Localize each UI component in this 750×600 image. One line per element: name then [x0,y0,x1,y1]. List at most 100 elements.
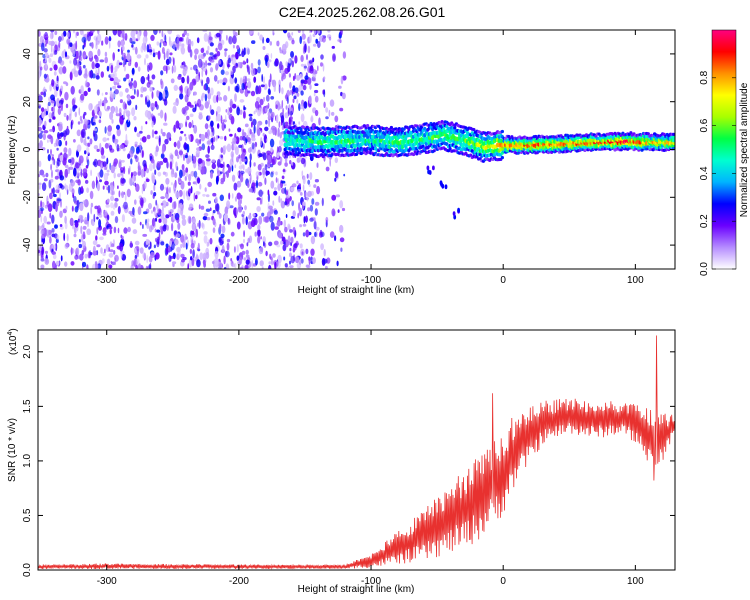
noise-speck [288,197,292,202]
noise-speck [284,226,288,233]
noise-speck [163,52,166,61]
noise-speck [262,236,266,244]
noise-speck [93,213,96,223]
noise-speck [86,146,90,155]
noise-speck [180,84,183,94]
noise-speck [198,219,201,229]
noise-speck [263,241,265,247]
noise-speck [251,260,254,269]
noise-speck [119,115,124,125]
noise-speck [245,249,249,255]
noise-speck [331,194,337,201]
noise-speck [145,121,148,125]
noise-speck [210,87,214,96]
noise-speck [249,174,252,183]
x-tick-label: -300 [97,576,117,587]
noise-speck [237,171,239,176]
noise-speck [117,48,120,52]
noise-speck [149,241,152,249]
noise-speck [110,195,115,202]
noise-speck [247,147,253,153]
noise-speck [114,89,119,95]
noise-speck [147,218,150,223]
x-tick-label: 0 [500,576,506,587]
noise-speck [260,236,262,240]
colorbar-tick-label: 0.4 [699,166,710,180]
noise-speck [134,154,138,159]
noise-speck [168,254,172,263]
noise-speck [175,161,178,170]
noise-speck [281,65,284,71]
noise-speck [104,248,106,254]
noise-speck [216,106,221,113]
noise-speck [126,52,131,62]
noise-speck [190,256,193,261]
noise-speck [106,220,109,224]
noise-speck [184,154,188,159]
noise-speck [291,60,294,68]
noise-speck [231,174,236,182]
noise-speck [81,128,86,139]
noise-speck [278,84,281,94]
noise-speck [88,70,92,78]
noise-speck [306,264,311,269]
noise-speck [111,261,116,266]
noise-speck [239,77,243,86]
noise-speck [169,41,174,47]
noise-speck [217,80,220,84]
noise-speck [243,158,247,162]
noise-speck [128,210,133,215]
noise-speck [133,80,138,89]
noise-speck [152,194,155,199]
noise-speck [239,157,243,161]
noise-speck [116,82,120,86]
noise-speck [86,187,89,193]
noise-speck [229,98,233,108]
noise-speck [150,190,153,195]
noise-speck [309,66,314,74]
noise-speck [195,228,198,238]
noise-speck [289,260,291,265]
noise-speck [169,240,172,246]
noise-speck [125,88,129,93]
noise-speck [84,80,88,88]
noise-speck [116,59,120,69]
noise-speck [203,84,206,91]
noise-speck [156,238,160,248]
noise-speck [148,246,151,250]
noise-speck [300,54,304,63]
noise-speck [276,40,280,47]
noise-speck [76,31,79,36]
noise-speck [88,103,93,111]
noise-speck [270,257,274,266]
noise-speck [93,158,98,168]
noise-speck [167,30,173,35]
noise-speck [268,79,271,88]
noise-speck [124,139,129,146]
noise-speck [299,73,302,79]
noise-speck [95,235,98,241]
noise-speck [57,198,62,202]
noise-speck [282,30,288,34]
noise-speck [329,158,332,167]
noise-speck [197,242,200,251]
noise-speck [162,224,167,232]
noise-speck [50,163,52,171]
noise-speck [102,185,105,190]
noise-speck [141,136,147,143]
noise-speck [180,243,183,249]
noise-speck [292,226,296,235]
noise-speck [214,250,219,259]
noise-speck [144,57,146,66]
noise-speck [203,212,209,217]
noise-speck [235,51,239,60]
y-tick-label: 1.0 [22,454,33,468]
noise-speck [242,75,247,84]
noise-speck [261,74,264,82]
noise-speck [266,61,270,68]
noise-speck [207,145,210,154]
noise-speck [227,218,231,225]
noise-speck [304,43,307,53]
noise-speck [243,60,245,65]
